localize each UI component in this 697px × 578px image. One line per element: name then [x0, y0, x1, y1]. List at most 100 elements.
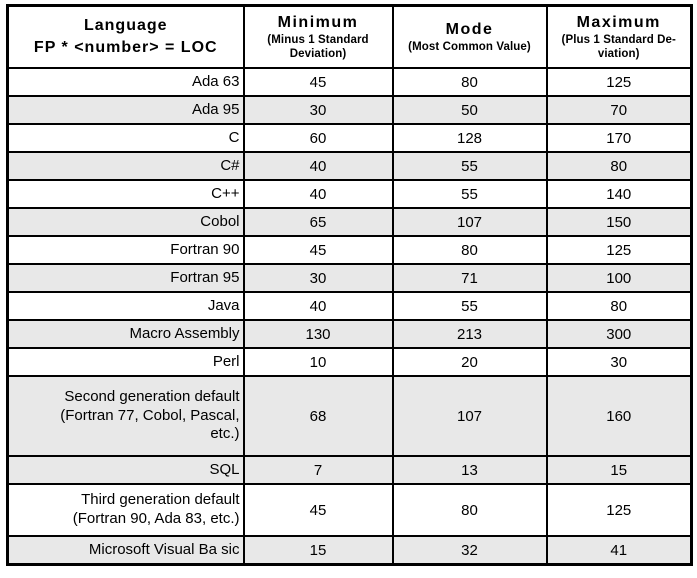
- header-minimum-subtitle-line2: Deviation): [289, 48, 347, 60]
- maximum-cell: 15: [545, 455, 693, 485]
- minimum-cell: 40: [242, 179, 394, 209]
- maximum-cell: 70: [545, 95, 693, 125]
- minimum-cell: 68: [242, 375, 394, 457]
- language-cell: Second generation default (Fortran 77, C…: [6, 375, 245, 457]
- language-label-line1: Third generation default: [81, 491, 240, 509]
- table-row-cobol: Cobol 65 107 150: [6, 207, 693, 237]
- language-label: Cobol: [200, 212, 240, 230]
- language-cell: Cobol: [6, 207, 245, 237]
- header-maximum: Maximum (Plus 1 Standard De- viation): [545, 4, 693, 69]
- header-row: Language FP * <number> = LOC Minimum (Mi…: [6, 4, 693, 69]
- language-cell: Third generation default (Fortran 90, Ad…: [6, 483, 245, 537]
- language-cell: Ada 63: [6, 67, 245, 97]
- language-label: Ada 95: [191, 100, 240, 118]
- maximum-cell: 125: [545, 235, 693, 265]
- maximum-cell: 80: [545, 291, 693, 321]
- minimum-cell: 40: [242, 291, 394, 321]
- language-label: C: [228, 128, 240, 146]
- table-row-fortran90: Fortran 90 45 80 125: [6, 235, 693, 265]
- minimum-cell: 7: [242, 455, 394, 485]
- table-row-cpp: C++ 40 55 140: [6, 179, 693, 209]
- header-minimum-title: Minimum: [277, 13, 359, 31]
- maximum-cell: 80: [545, 151, 693, 181]
- language-cell: Ada 95: [6, 95, 245, 125]
- mode-cell: 55: [391, 151, 548, 181]
- minimum-cell: 60: [242, 123, 394, 153]
- mode-cell: 213: [391, 319, 548, 349]
- minimum-cell: 10: [242, 347, 394, 377]
- minimum-cell: 45: [242, 235, 394, 265]
- minimum-cell: 15: [242, 535, 394, 566]
- mode-cell: 80: [391, 235, 548, 265]
- header-maximum-subtitle-line2: viation): [597, 48, 640, 60]
- mode-cell: 13: [391, 455, 548, 485]
- header-language-line1: Language: [83, 16, 168, 34]
- table-row-perl: Perl 10 20 30: [6, 347, 693, 377]
- mode-cell: 32: [391, 535, 548, 566]
- mode-cell: 80: [391, 483, 548, 537]
- table-row-second-gen-default: Second generation default (Fortran 77, C…: [6, 375, 693, 457]
- language-cell: C: [6, 123, 245, 153]
- language-label: Microsoft Visual Ba sic: [88, 540, 240, 558]
- language-label: Java: [207, 296, 240, 314]
- header-maximum-title: Maximum: [576, 13, 661, 31]
- mode-cell: 50: [391, 95, 548, 125]
- minimum-cell: 30: [242, 95, 394, 125]
- mode-cell: 128: [391, 123, 548, 153]
- language-cell: Java: [6, 291, 245, 321]
- maximum-cell: 100: [545, 263, 693, 293]
- maximum-cell: 150: [545, 207, 693, 237]
- language-label: SQL: [209, 460, 240, 478]
- mode-cell: 55: [391, 179, 548, 209]
- maximum-cell: 41: [545, 535, 693, 566]
- maximum-cell: 170: [545, 123, 693, 153]
- maximum-cell: 30: [545, 347, 693, 377]
- mode-cell: 107: [391, 207, 548, 237]
- fp-loc-conversion-table: Language FP * <number> = LOC Minimum (Mi…: [6, 4, 693, 566]
- page: Language FP * <number> = LOC Minimum (Mi…: [6, 4, 693, 566]
- language-cell: C#: [6, 151, 245, 181]
- language-label: Fortran 95: [170, 268, 240, 286]
- language-label-line2: (Fortran 90, Ada 83, etc.): [72, 510, 240, 527]
- language-cell: C++: [6, 179, 245, 209]
- minimum-cell: 45: [242, 483, 394, 537]
- mode-cell: 107: [391, 375, 548, 457]
- table-row-microsoft-visual-basic: Microsoft Visual Ba sic 15 32 41: [6, 535, 693, 566]
- mode-cell: 20: [391, 347, 548, 377]
- language-label: Perl: [212, 352, 240, 370]
- table-row-ada63: Ada 63 45 80 125: [6, 67, 693, 97]
- header-maximum-subtitle-line1: (Plus 1 Standard De-: [561, 33, 676, 46]
- table-row-ada95: Ada 95 30 50 70: [6, 95, 693, 125]
- mode-cell: 80: [391, 67, 548, 97]
- table-row-java: Java 40 55 80: [6, 291, 693, 321]
- language-label: Fortran 90: [170, 240, 240, 258]
- header-minimum-subtitle-line1: (Minus 1 Standard: [267, 33, 369, 46]
- table-row-c: C 60 128 170: [6, 123, 693, 153]
- maximum-cell: 160: [545, 375, 693, 457]
- minimum-cell: 30: [242, 263, 394, 293]
- language-cell: Microsoft Visual Ba sic: [6, 535, 245, 566]
- header-mode-subtitle-line1: (Most Common Value): [408, 40, 531, 53]
- table-row-sql: SQL 7 13 15: [6, 455, 693, 485]
- language-label: C++: [211, 184, 240, 202]
- mode-cell: 71: [391, 263, 548, 293]
- maximum-cell: 140: [545, 179, 693, 209]
- minimum-cell: 40: [242, 151, 394, 181]
- minimum-cell: 65: [242, 207, 394, 237]
- header-mode: Mode (Most Common Value): [391, 4, 548, 69]
- maximum-cell: 125: [545, 67, 693, 97]
- language-label: Ada 63: [191, 72, 240, 90]
- language-label: C#: [220, 156, 240, 174]
- language-label: Macro Assembly: [129, 324, 240, 342]
- language-cell: Perl: [6, 347, 245, 377]
- header-mode-title: Mode: [445, 20, 494, 38]
- minimum-cell: 130: [242, 319, 394, 349]
- maximum-cell: 300: [545, 319, 693, 349]
- language-label-line2: (Fortran 77, Cobol, Pascal,: [60, 406, 240, 424]
- table-row-third-gen-default: Third generation default (Fortran 90, Ad…: [6, 483, 693, 537]
- table-row-csharp: C# 40 55 80: [6, 151, 693, 181]
- header-language-line2: FP * <number> = LOC: [33, 39, 218, 56]
- minimum-cell: 45: [242, 67, 394, 97]
- header-minimum: Minimum (Minus 1 Standard Deviation): [242, 4, 394, 69]
- language-label-line3: etc.): [210, 425, 240, 443]
